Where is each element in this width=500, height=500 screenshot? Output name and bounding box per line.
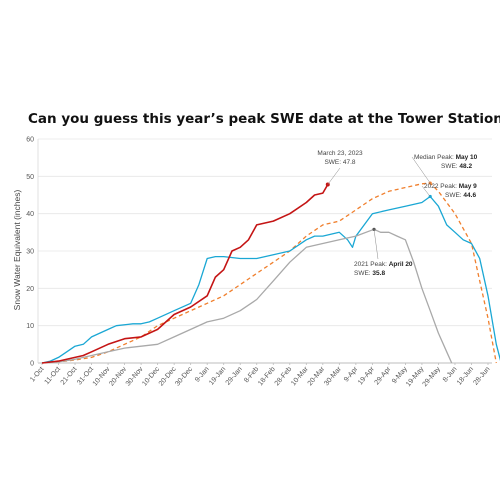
annotation-2022-line1: 2022 Peak: May 9: [424, 183, 477, 190]
leader-line-median: [411, 156, 431, 184]
annotation-median-peak: Median Peak: May 10 SWE: 48.2: [414, 154, 478, 170]
annotation-2023-line1: March 23, 2023: [317, 150, 363, 157]
x-tick-label-29-May: 29-May: [422, 365, 443, 388]
leader-line-2022: [421, 185, 431, 197]
annotation-2023-line2: SWE: 47.8: [324, 159, 355, 166]
annotation-2021-peak: 2021 Peak: April 20 SWE: 35.8: [354, 261, 413, 277]
annotation-2021-line1: 2021 Peak: April 20: [354, 261, 413, 268]
x-tick-label-29-Apr: 29-Apr: [374, 365, 393, 386]
leader-line-2021: [373, 229, 379, 260]
annotation-2021-line2: SWE: 35.8: [354, 270, 385, 277]
y-tick-label-0: 0: [30, 361, 34, 368]
y-tick-label-60: 60: [26, 137, 34, 144]
x-tick-label-28-Jun: 28-Jun: [472, 366, 491, 387]
x-tick-label-11-Oct: 11-Oct: [44, 366, 63, 386]
axes: [37, 139, 492, 365]
y-tick-label-50: 50: [26, 174, 34, 181]
series-line-2021: [41, 228, 453, 364]
annotation-median-line2: SWE: 48.2: [441, 163, 472, 170]
peak-marker-2021: [372, 227, 376, 231]
y-tick-label-10: 10: [26, 323, 34, 330]
chart-title: Can you guess this year’s peak SWE date …: [28, 111, 500, 127]
x-tick-label-19-Apr: 19-Apr: [357, 365, 376, 386]
y-tick-label-20: 20: [26, 286, 34, 293]
annotation-2022-peak: 2022 Peak: May 9 SWE: 44.6: [424, 183, 477, 199]
annotation-2022-line2: SWE: 44.6: [445, 192, 476, 199]
y-axis-label: Snow Water Equivalent (inches): [12, 190, 22, 311]
series-line-2023: [41, 184, 329, 364]
y-tick-label-40: 40: [26, 211, 34, 218]
leader-line-2023: [327, 167, 341, 185]
x-tick-label-30-Mar: 30-Mar: [323, 365, 343, 387]
x-tick-label-30-Dec: 30-Dec: [174, 365, 194, 387]
annotation-median-line1: Median Peak: May 10: [414, 154, 478, 161]
x-tick-label-21-Oct: 21-Oct: [60, 366, 79, 387]
series-line-2022: [41, 195, 500, 364]
annotation-2023-peak: March 23, 2023 SWE: 47.8: [317, 150, 363, 166]
series-line-median: [41, 182, 497, 364]
gridlines: [38, 138, 492, 327]
x-tick-label-18-Jun: 18-Jun: [456, 366, 475, 387]
x-tick-label-29-Jan: 29-Jan: [225, 366, 244, 387]
series-lines: [41, 182, 500, 364]
x-tick-label-19-Jan: 19-Jan: [208, 366, 227, 387]
peak-markers: [325, 156, 432, 260]
y-tick-label-30: 30: [26, 249, 34, 256]
